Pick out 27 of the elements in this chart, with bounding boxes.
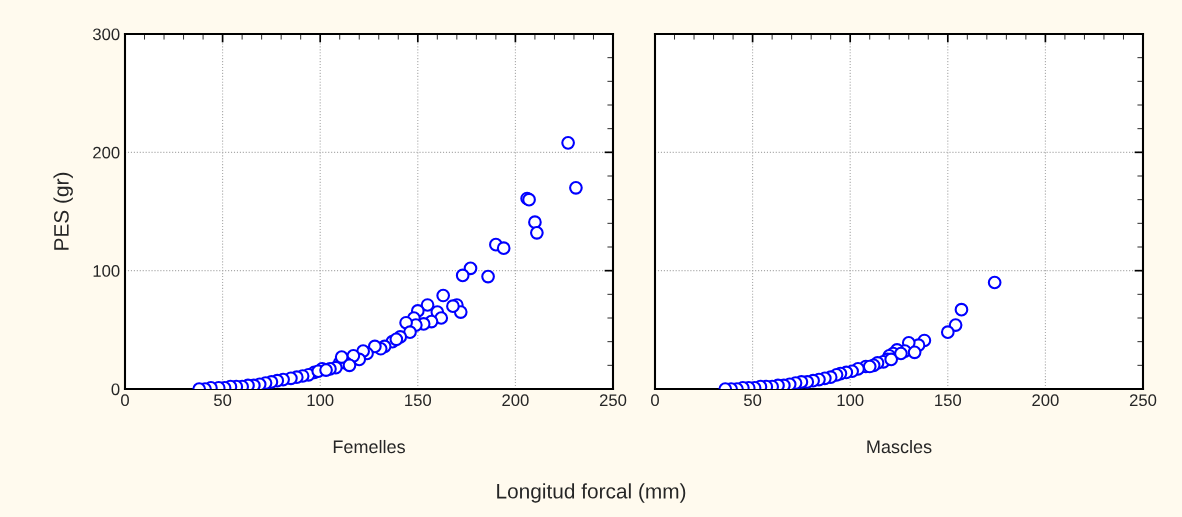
- point: [894, 346, 908, 361]
- x-tick-label: 100: [307, 394, 334, 407]
- x-tick-label: 250: [1129, 394, 1157, 407]
- x-tick-label: 150: [935, 394, 962, 407]
- y-tick-label: 200: [93, 146, 120, 159]
- x-axis-title: Mascles: [867, 439, 932, 454]
- point: [907, 345, 922, 360]
- point: [862, 359, 877, 374]
- point: [954, 302, 969, 317]
- y-tick-label: 0: [111, 383, 120, 396]
- text: Longitud forcal (mm): [497, 483, 686, 503]
- x-tick-label: 150: [405, 394, 432, 407]
- y-tick-label: 300: [92, 28, 120, 41]
- y-axis-title: PES (gr): [53, 172, 73, 250]
- x-axis-title: Femelles: [333, 439, 405, 454]
- point: [987, 275, 1002, 290]
- y-tick-label: 100: [93, 265, 120, 277]
- x-tick-label: 100: [837, 394, 864, 407]
- x-tick-label: 200: [502, 394, 529, 407]
- x-tick-label: 250: [599, 394, 627, 407]
- x-tick-label: 50: [214, 394, 232, 407]
- x-tick-label: 200: [1032, 394, 1059, 407]
- point: [884, 352, 899, 367]
- x-tick-label: 0: [651, 394, 659, 407]
- x-tick-label: 50: [744, 394, 762, 407]
- point: [940, 325, 955, 340]
- x-tick-label: 0: [121, 394, 129, 407]
